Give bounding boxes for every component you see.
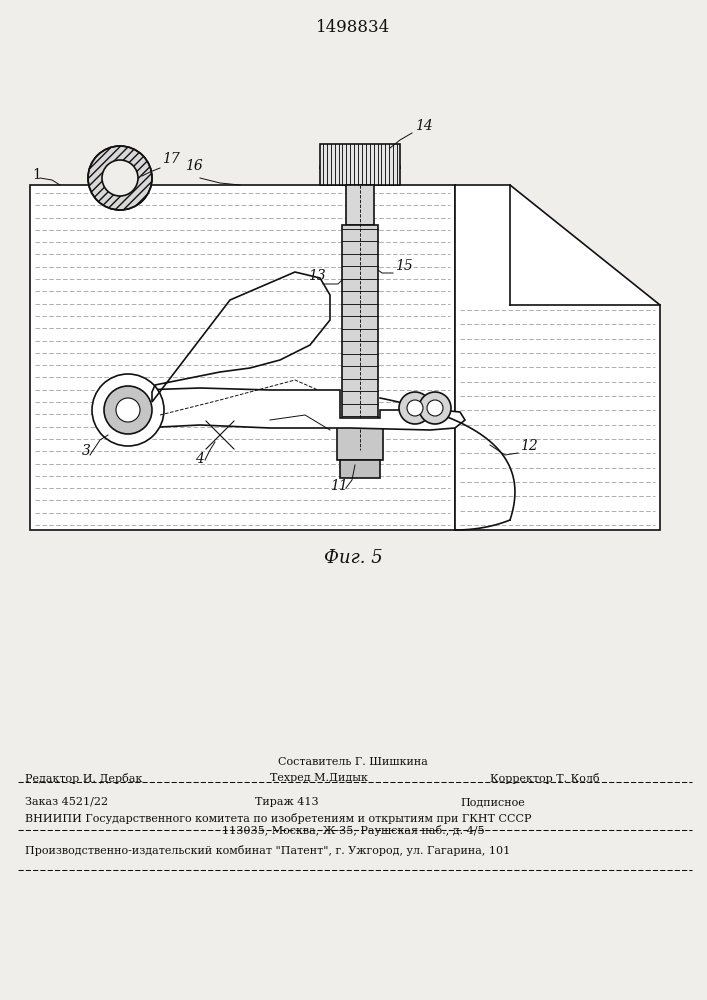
Text: 3: 3 — [82, 444, 91, 458]
Text: 113035, Москва, Ж-35, Раушская наб., д. 4/5: 113035, Москва, Ж-35, Раушская наб., д. … — [222, 824, 484, 836]
Text: 11: 11 — [330, 479, 348, 493]
Polygon shape — [455, 185, 660, 530]
Text: Фиг. 5: Фиг. 5 — [324, 549, 382, 567]
Polygon shape — [320, 144, 400, 185]
Text: 17: 17 — [162, 152, 180, 166]
Text: 15: 15 — [395, 259, 413, 273]
Polygon shape — [346, 185, 374, 225]
Circle shape — [92, 374, 164, 446]
Text: 4: 4 — [195, 452, 204, 466]
Text: Составитель Г. Шишкина: Составитель Г. Шишкина — [278, 757, 428, 767]
Circle shape — [407, 400, 423, 416]
Polygon shape — [130, 388, 465, 430]
Text: 1: 1 — [32, 168, 41, 182]
Text: Корректор Т. Колб: Корректор Т. Колб — [490, 772, 600, 784]
Text: ВНИИПИ Государственного комитета по изобретениям и открытиям при ГКНТ СССР: ВНИИПИ Государственного комитета по изоб… — [25, 812, 532, 824]
Text: 12: 12 — [520, 439, 538, 453]
Circle shape — [88, 146, 152, 210]
Text: Подписное: Подписное — [460, 797, 525, 807]
Text: 14: 14 — [415, 119, 433, 133]
Text: Редактор И. Дербак: Редактор И. Дербак — [25, 772, 142, 784]
Polygon shape — [340, 460, 380, 478]
Circle shape — [116, 398, 140, 422]
Text: 16: 16 — [185, 159, 203, 173]
Text: Производственно-издательский комбинат "Патент", г. Ужгород, ул. Гагарина, 101: Производственно-издательский комбинат "П… — [25, 844, 510, 856]
Text: Техред М.Дидык: Техред М.Дидык — [270, 773, 368, 783]
Text: 13: 13 — [308, 269, 326, 283]
Circle shape — [102, 160, 138, 196]
Circle shape — [399, 392, 431, 424]
Circle shape — [104, 386, 152, 434]
Circle shape — [419, 392, 451, 424]
Text: 1498834: 1498834 — [316, 19, 390, 36]
Polygon shape — [337, 420, 383, 460]
Circle shape — [427, 400, 443, 416]
Polygon shape — [342, 225, 378, 420]
Text: Тираж 413: Тираж 413 — [255, 797, 319, 807]
Text: Заказ 4521/22: Заказ 4521/22 — [25, 797, 108, 807]
Polygon shape — [30, 185, 455, 530]
